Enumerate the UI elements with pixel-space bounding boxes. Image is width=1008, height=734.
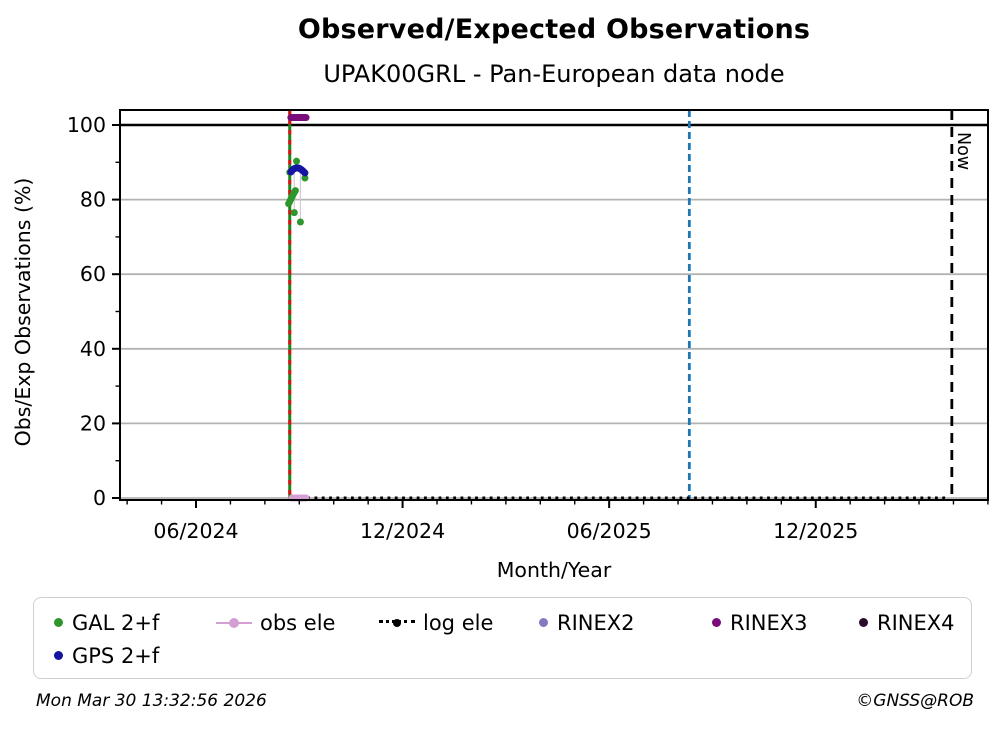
legend-dotted-line-marker: [379, 618, 415, 628]
y-axis-label: Obs/Exp Observations (%): [11, 178, 35, 447]
plot-border: [119, 109, 989, 501]
legend-row: GPS 2+f: [54, 639, 971, 672]
legend-dot-marker: [54, 618, 63, 627]
legend-item-obs-ele: obs ele: [216, 611, 379, 635]
copyright-text: ©GNSS@ROB: [856, 691, 974, 711]
legend-item-gps-2-f: GPS 2+f: [54, 644, 216, 668]
y-tick-label: 80: [80, 188, 106, 212]
x-tick-label: 12/2025: [773, 519, 858, 543]
legend-label: GAL 2+f: [72, 610, 160, 635]
legend-item-gal-2-f: GAL 2+f: [54, 611, 216, 635]
legend-dot-marker: [712, 618, 721, 627]
y-tick-label: 40: [80, 337, 106, 361]
x-axis-label: Month/Year: [497, 558, 612, 582]
legend-item-rinex4: RINEX4: [859, 611, 955, 635]
legend-label: RINEX2: [557, 610, 635, 635]
legend-item-log-ele: log ele: [379, 611, 539, 635]
legend-label: RINEX3: [730, 610, 808, 635]
series-gps-2-f: [287, 164, 309, 177]
timestamp-text: Mon Mar 30 13:32:56 2026: [36, 691, 267, 711]
legend-dot-marker: [54, 651, 63, 660]
legend-dot-marker: [859, 618, 868, 627]
x-tick-label: 12/2024: [360, 519, 445, 543]
chart-title: Observed/Expected Observations: [297, 14, 811, 45]
y-tick-label: 60: [80, 262, 106, 286]
legend-dot-marker: [539, 618, 548, 627]
legend-label: RINEX4: [877, 610, 955, 635]
legend-line-dot-marker: [216, 617, 252, 628]
y-tick-label: 20: [80, 411, 106, 435]
series-rinex3: [287, 114, 310, 122]
x-tick-label: 06/2025: [567, 519, 652, 543]
y-tick-label: 0: [93, 486, 106, 510]
chart-subtitle: UPAK00GRL - Pan-European data node: [323, 60, 785, 88]
legend-row: GAL 2+f obs ele log ele RINEX2 RINEX3 RINEX4: [54, 606, 971, 639]
plot-generated-content: Now 06/2024 12/2024 06/2025 12/2025 0 20 40 60 80…: [67, 109, 989, 543]
legend-item-rinex3: RINEX3: [712, 611, 859, 635]
now-label: Now: [953, 132, 973, 170]
legend-label: log ele: [423, 610, 494, 635]
legend-label: obs ele: [260, 610, 336, 635]
x-tick-label: 06/2024: [153, 519, 238, 543]
legend-item-rinex2: RINEX2: [539, 611, 712, 635]
y-tick-label: 100: [67, 113, 106, 137]
legend-label: GPS 2+f: [72, 643, 160, 668]
chart-legend: GAL 2+f obs ele log ele RINEX2 RINEX3 RINEX4 G…: [33, 597, 972, 679]
plot-area: Now 06/2024 12/2024 06/2025 12/2025 0 20 40 60 80…: [11, 109, 989, 582]
